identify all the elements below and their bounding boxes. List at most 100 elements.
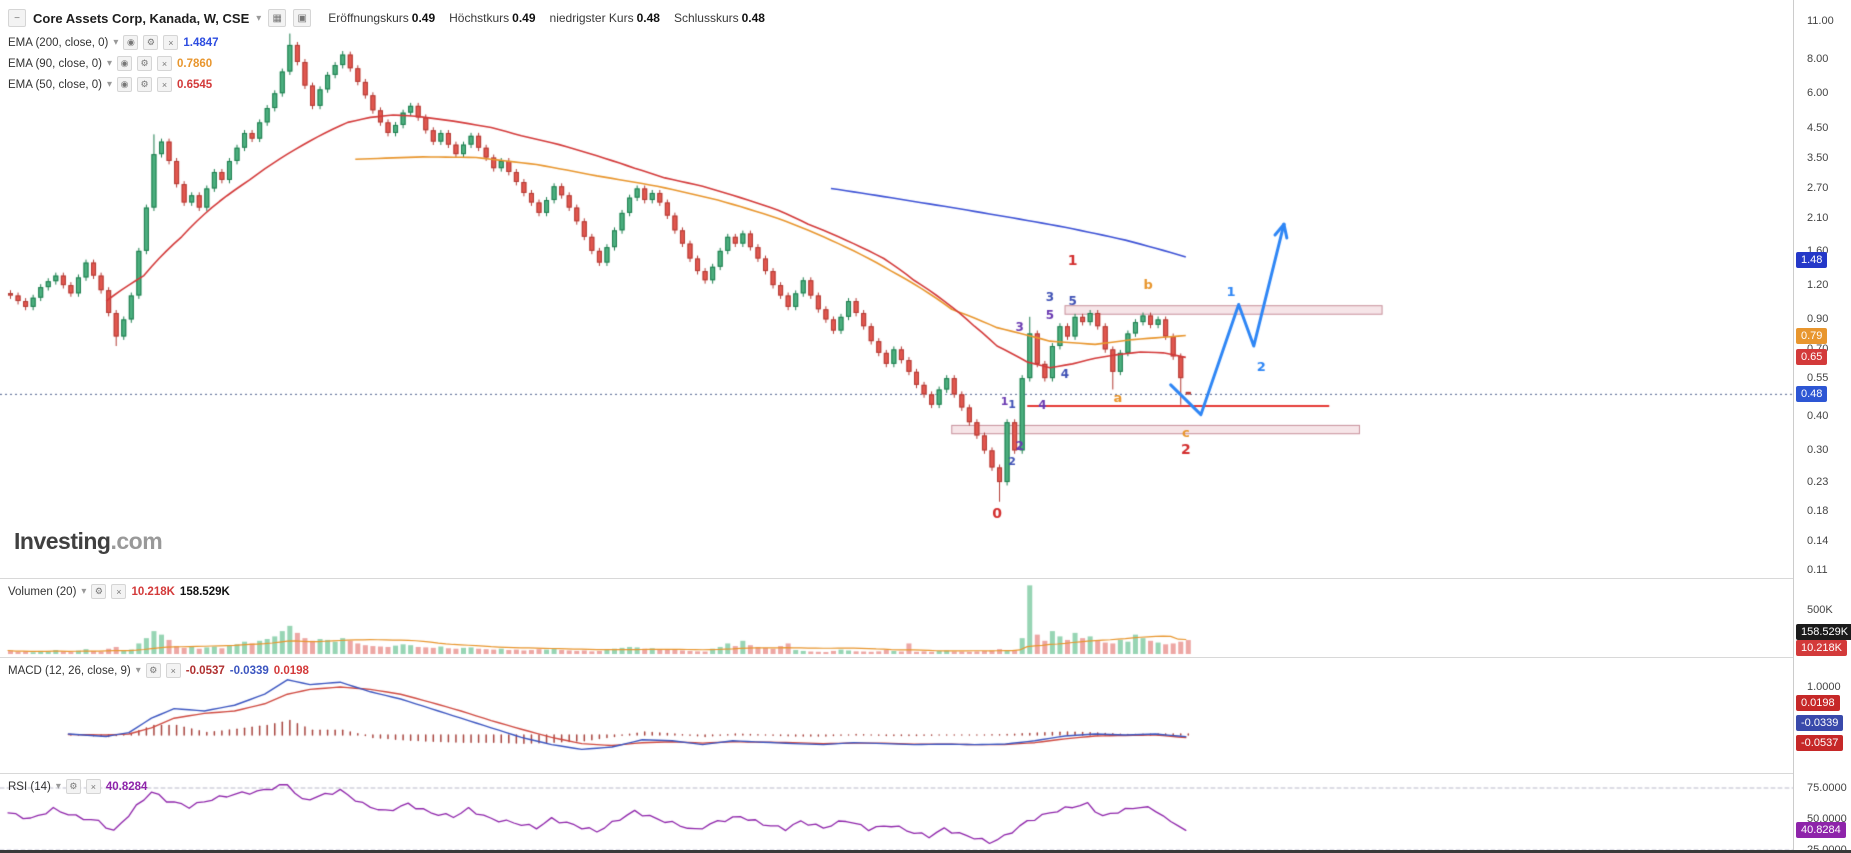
high-label: Höchstkurs — [449, 11, 510, 25]
price-tick: 6.00 — [1807, 87, 1829, 100]
legend-volume[interactable]: Volumen (20) ▾ ⚙ × 10.218K 158.529K — [8, 584, 230, 599]
low-readout: niedrigster Kurs 0.48 — [550, 11, 660, 25]
chevron-down-icon[interactable]: ▾ — [81, 586, 87, 597]
snapshot-icon[interactable]: ▣ — [293, 9, 312, 27]
chevron-down-icon[interactable]: ▾ — [113, 37, 119, 48]
macd-hist-badge: 0.0198 — [1796, 695, 1840, 711]
legend-ema90-label: EMA (90, close, 0) — [8, 57, 102, 70]
price-tick: 4.50 — [1807, 121, 1829, 134]
visibility-icon[interactable]: ◉ — [117, 56, 132, 71]
delete-icon[interactable]: × — [111, 584, 127, 599]
visibility-icon[interactable]: ◉ — [123, 35, 139, 50]
rsi-tick: 50.0000 — [1807, 813, 1847, 825]
logo-tld: .com — [110, 528, 163, 554]
legend-ema90[interactable]: EMA (90, close, 0) ▾ ◉ ⚙ × 0.7860 — [8, 56, 212, 71]
chevron-down-icon[interactable]: ▾ — [135, 665, 141, 676]
open-label: Eröffnungskurs — [328, 11, 409, 25]
rsi-value: 40.8284 — [105, 780, 148, 793]
delete-icon[interactable]: × — [163, 35, 179, 50]
chart-type-icon[interactable]: ▦ — [268, 9, 287, 27]
close-label: Schlusskurs — [673, 11, 739, 25]
price-tick: 0.55 — [1807, 372, 1829, 385]
price-tick: 0.14 — [1807, 535, 1829, 548]
price-tick: 8.00 — [1807, 52, 1829, 65]
delete-icon[interactable]: × — [157, 77, 172, 92]
volume-ma-value: 10.218K — [131, 585, 175, 598]
investing-logo[interactable]: Investing.com — [14, 528, 163, 555]
macd-tick: 1.0000 — [1807, 681, 1841, 693]
macd-hist-value: 0.0198 — [273, 664, 309, 677]
ema90-value: 0.7860 — [177, 57, 213, 70]
ema200-value: 1.4847 — [183, 36, 219, 49]
collapse-icon[interactable]: − — [8, 9, 26, 27]
rsi-tick: 25.0000 — [1807, 844, 1847, 853]
volume-badge: 158.529K — [1796, 624, 1851, 640]
legend-ema200[interactable]: EMA (200, close, 0) ▾ ◉ ⚙ × 1.4847 — [8, 35, 219, 50]
settings-icon[interactable]: ⚙ — [145, 663, 161, 678]
price-tick: 0.23 — [1807, 476, 1829, 489]
legend-rsi-label: RSI (14) — [8, 780, 51, 793]
low-value: 0.48 — [636, 11, 660, 25]
price-tick: 3.50 — [1807, 151, 1829, 164]
panel-separator — [0, 657, 1851, 658]
window-bottom-edge — [0, 850, 1851, 853]
symbol-title[interactable]: Core Assets Corp, Kanada, W, CSE — [33, 10, 250, 26]
legend-macd[interactable]: MACD (12, 26, close, 9) ▾ ⚙ × -0.0537 -0… — [8, 663, 309, 678]
chevron-down-icon[interactable]: ▾ — [55, 781, 61, 792]
price-badge: 1.48 — [1796, 251, 1828, 268]
legend-macd-label: MACD (12, 26, close, 9) — [8, 664, 131, 677]
settings-icon[interactable]: ⚙ — [65, 779, 81, 794]
price-tick: 2.70 — [1807, 182, 1829, 195]
price-tick: 0.30 — [1807, 444, 1829, 457]
panel-separator — [0, 773, 1851, 774]
ohlc-readout: Eröffnungskurs 0.49 Höchstkurs 0.49 niedri… — [328, 11, 765, 25]
price-badge: 0.79 — [1796, 327, 1828, 344]
chevron-down-icon[interactable]: ▾ — [106, 58, 112, 69]
price-tick: 0.40 — [1807, 410, 1829, 423]
settings-icon[interactable]: ⚙ — [91, 584, 107, 599]
rsi-badge: 40.8284 — [1796, 822, 1846, 839]
price-tick: 11.00 — [1807, 15, 1834, 27]
price-badge: 0.48 — [1796, 386, 1828, 403]
price-tick: 1.20 — [1807, 279, 1829, 292]
legend-rsi[interactable]: RSI (14) ▾ ⚙ × 40.8284 — [8, 779, 147, 794]
macd-signal-value: -0.0537 — [185, 664, 225, 677]
price-tick: 0.90 — [1807, 313, 1829, 326]
ema50-value: 0.6545 — [177, 78, 213, 91]
macd-line-badge: -0.0339 — [1796, 715, 1844, 731]
high-readout: Höchstkurs 0.49 — [449, 11, 535, 25]
legend-volume-label: Volumen (20) — [8, 585, 77, 598]
price-tick: 2.10 — [1807, 212, 1829, 225]
macd-line-value: -0.0339 — [229, 664, 269, 677]
chevron-down-icon[interactable]: ▾ — [106, 79, 112, 90]
price-badge: 0.65 — [1796, 349, 1828, 366]
panel-separator — [0, 578, 1851, 579]
low-label: niedrigster Kurs — [549, 11, 634, 25]
close-value: 0.48 — [741, 11, 765, 25]
delete-icon[interactable]: × — [165, 663, 181, 678]
chevron-down-icon[interactable]: ▾ — [256, 12, 262, 24]
high-value: 0.49 — [512, 11, 536, 25]
settings-icon[interactable]: ⚙ — [137, 77, 152, 92]
settings-icon[interactable]: ⚙ — [137, 56, 152, 71]
price-axis[interactable]: 11.00 8.00 6.00 4.50 3.50 2.70 2.10 1.60 1.20 0.9… — [1793, 0, 1851, 853]
volume-last-value: 158.529K — [179, 585, 230, 598]
legend-ema50[interactable]: EMA (50, close, 0) ▾ ◉ ⚙ × 0.6545 — [8, 77, 212, 92]
logo-brand: Investing — [14, 528, 111, 554]
open-readout: Eröffnungskurs 0.49 — [328, 11, 435, 25]
volume-tick: 500K — [1807, 604, 1833, 616]
rsi-tick: 75.0000 — [1807, 782, 1847, 794]
delete-icon[interactable]: × — [85, 779, 101, 794]
volume-ma-badge: 10.218K — [1796, 640, 1847, 656]
toolbar: − Core Assets Corp, Kanada, W, CSE ▾ ▦ ▣… — [0, 6, 765, 30]
price-tick: 0.11 — [1807, 564, 1828, 576]
legend-ema50-label: EMA (50, close, 0) — [8, 78, 102, 91]
open-value: 0.49 — [411, 11, 436, 25]
macd-signal-badge: -0.0537 — [1796, 735, 1844, 751]
delete-icon[interactable]: × — [157, 56, 172, 71]
visibility-icon[interactable]: ◉ — [117, 77, 132, 92]
settings-icon[interactable]: ⚙ — [143, 35, 159, 50]
price-tick: 0.18 — [1807, 505, 1829, 518]
